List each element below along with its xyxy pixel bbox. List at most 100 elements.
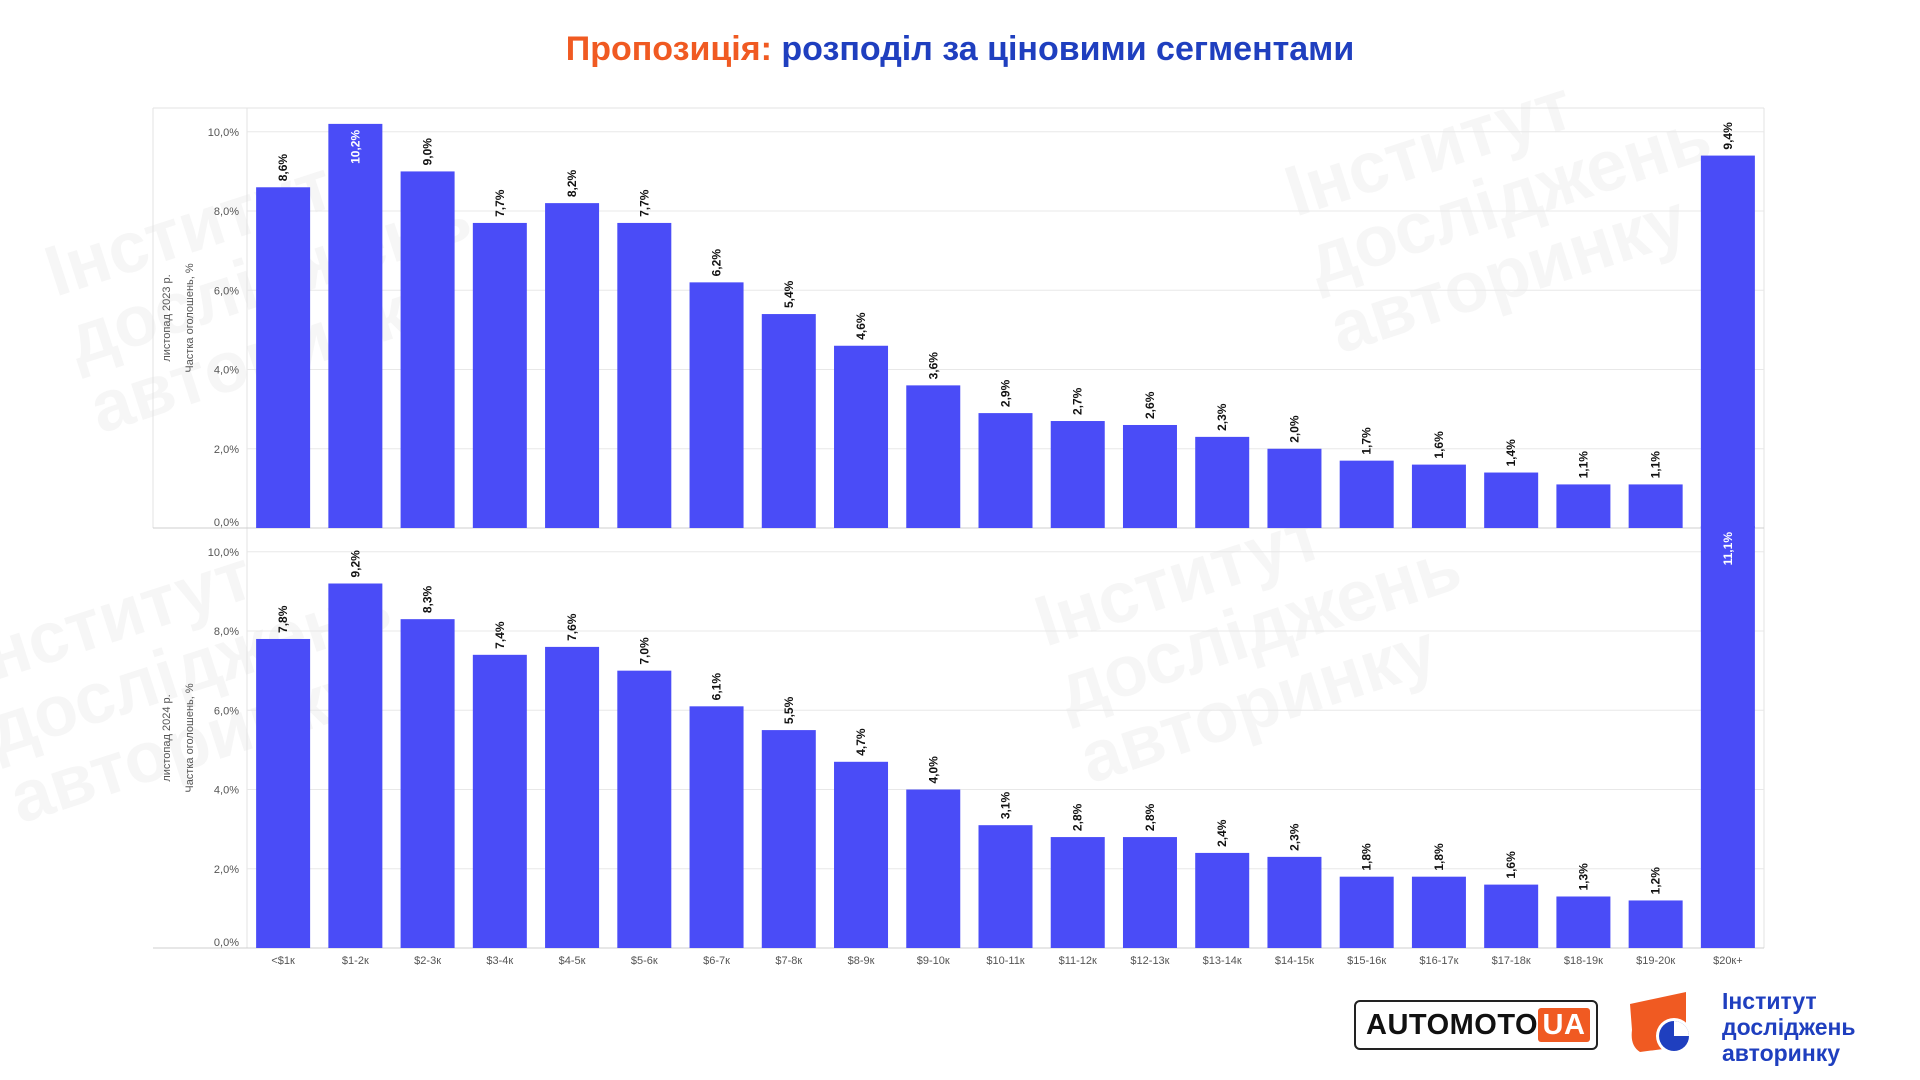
bar-value-label: 10,2% bbox=[348, 130, 362, 164]
bar-value-label: 6,2% bbox=[710, 249, 724, 277]
x-tick-label: $10-11к bbox=[986, 955, 1024, 967]
automoto-logo: AUTOMOTO UA bbox=[1354, 1000, 1598, 1050]
bar-value-label: 7,7% bbox=[637, 189, 651, 217]
bar bbox=[689, 282, 744, 528]
x-tick-label: $6-7к bbox=[703, 955, 730, 967]
y-tick-label: 4,0% bbox=[214, 365, 239, 377]
period-label: листопад 2024 р. bbox=[161, 694, 173, 781]
bar-value-label: 2,8% bbox=[1071, 803, 1085, 831]
bar bbox=[617, 222, 672, 528]
bar-value-label: 1,8% bbox=[1432, 843, 1446, 871]
bar bbox=[472, 654, 527, 948]
bar bbox=[256, 187, 311, 528]
bar bbox=[1484, 884, 1539, 948]
bar bbox=[834, 761, 889, 948]
x-tick-label: $5-6к bbox=[631, 955, 658, 967]
y-tick-label: 4,0% bbox=[214, 785, 239, 797]
bar-value-label: 4,0% bbox=[926, 756, 940, 784]
bar-value-label: 2,7% bbox=[1071, 387, 1085, 415]
bar bbox=[1411, 464, 1466, 528]
y-axis-label: Частка оголошень, % bbox=[184, 263, 196, 372]
bar bbox=[1195, 852, 1250, 948]
y-tick-label: 0,0% bbox=[214, 937, 239, 949]
institute-logo-text: Інститут досліджень авторинку bbox=[1722, 988, 1856, 1066]
bar-value-label: 7,8% bbox=[276, 605, 290, 633]
bar bbox=[1700, 155, 1755, 529]
x-tick-label: $13-14к bbox=[1203, 955, 1242, 967]
bar bbox=[1267, 448, 1322, 528]
bar-value-label: 6,1% bbox=[710, 673, 724, 701]
bar bbox=[834, 345, 889, 528]
x-tick-label: $9-10к bbox=[917, 955, 950, 967]
bar bbox=[1122, 424, 1177, 528]
bar bbox=[761, 730, 816, 948]
bar-value-label: 9,4% bbox=[1721, 122, 1735, 150]
bar-value-label: 1,1% bbox=[1576, 451, 1590, 479]
bar bbox=[906, 789, 961, 948]
x-tick-label: $8-9к bbox=[848, 955, 875, 967]
bar bbox=[1122, 837, 1177, 948]
bar bbox=[256, 638, 311, 948]
bar-value-label: 1,6% bbox=[1504, 851, 1518, 879]
bar-value-label: 2,3% bbox=[1215, 403, 1229, 431]
x-tick-label: $1-2к bbox=[342, 955, 369, 967]
period-label: листопад 2023 р. bbox=[161, 274, 173, 361]
x-tick-label: $11-12к bbox=[1059, 955, 1097, 967]
bar bbox=[1195, 436, 1250, 528]
bar-value-label: 2,6% bbox=[1143, 391, 1157, 419]
bar-value-label: 7,6% bbox=[565, 613, 579, 641]
bar bbox=[906, 385, 961, 528]
y-tick-label: 10,0% bbox=[208, 127, 239, 139]
bar bbox=[472, 222, 527, 528]
bar-value-label: 3,1% bbox=[999, 791, 1013, 819]
bar bbox=[1267, 856, 1322, 948]
bar-value-label: 2,4% bbox=[1215, 819, 1229, 847]
bar bbox=[1628, 900, 1683, 948]
automoto-logo-text: AUTOMOTO bbox=[1366, 1008, 1539, 1041]
bar bbox=[1411, 876, 1466, 948]
bar bbox=[328, 583, 383, 948]
bar-value-label: 1,4% bbox=[1504, 439, 1518, 467]
bar bbox=[978, 413, 1033, 528]
bar bbox=[328, 123, 383, 528]
bar bbox=[689, 706, 744, 948]
bar-value-label: 9,2% bbox=[348, 550, 362, 578]
bar-value-label: 1,3% bbox=[1576, 863, 1590, 891]
title-prefix: Пропозиція: bbox=[565, 30, 772, 68]
bar-value-label: 8,6% bbox=[276, 154, 290, 182]
bar bbox=[1339, 876, 1394, 948]
y-tick-label: 0,0% bbox=[214, 517, 239, 529]
bar-value-label: 8,2% bbox=[565, 169, 579, 197]
x-tick-label: $20к+ bbox=[1713, 955, 1743, 967]
bar-value-label: 7,4% bbox=[493, 621, 507, 649]
x-tick-label: $3-4к bbox=[486, 955, 513, 967]
bar-value-label: 2,8% bbox=[1143, 803, 1157, 831]
y-tick-label: 2,0% bbox=[214, 444, 239, 456]
bar-value-label: 5,5% bbox=[782, 696, 796, 724]
bar bbox=[1556, 484, 1611, 528]
page-title: Пропозиція: розподіл за ціновими сегмент… bbox=[0, 30, 1920, 69]
bar-value-label: 9,0% bbox=[421, 138, 435, 166]
bar bbox=[1339, 460, 1394, 528]
bar-value-label: 4,7% bbox=[854, 728, 868, 756]
bar-value-label: 1,7% bbox=[1360, 427, 1374, 455]
title-main: розподіл за ціновими сегментами bbox=[781, 30, 1355, 68]
x-tick-label: $18-19к bbox=[1564, 955, 1603, 967]
bar-value-label: 1,6% bbox=[1432, 431, 1446, 459]
bar-value-label: 2,9% bbox=[999, 379, 1013, 407]
x-tick-label: $14-15к bbox=[1275, 955, 1314, 967]
y-tick-label: 10,0% bbox=[208, 547, 239, 559]
y-axis-label: Частка оголошень, % bbox=[184, 683, 196, 792]
y-tick-label: 8,0% bbox=[214, 206, 239, 218]
y-tick-label: 6,0% bbox=[214, 705, 239, 717]
x-tick-label: $4-5к bbox=[559, 955, 586, 967]
y-tick-label: 8,0% bbox=[214, 626, 239, 638]
institute-logo-icon bbox=[1630, 992, 1692, 1054]
bar-value-label: 1,8% bbox=[1360, 843, 1374, 871]
bar-value-label: 8,3% bbox=[421, 585, 435, 613]
bar bbox=[1700, 526, 1755, 948]
bar bbox=[978, 825, 1033, 948]
bar-value-label: 11,1% bbox=[1721, 532, 1735, 566]
bar-value-label: 1,2% bbox=[1649, 867, 1663, 895]
